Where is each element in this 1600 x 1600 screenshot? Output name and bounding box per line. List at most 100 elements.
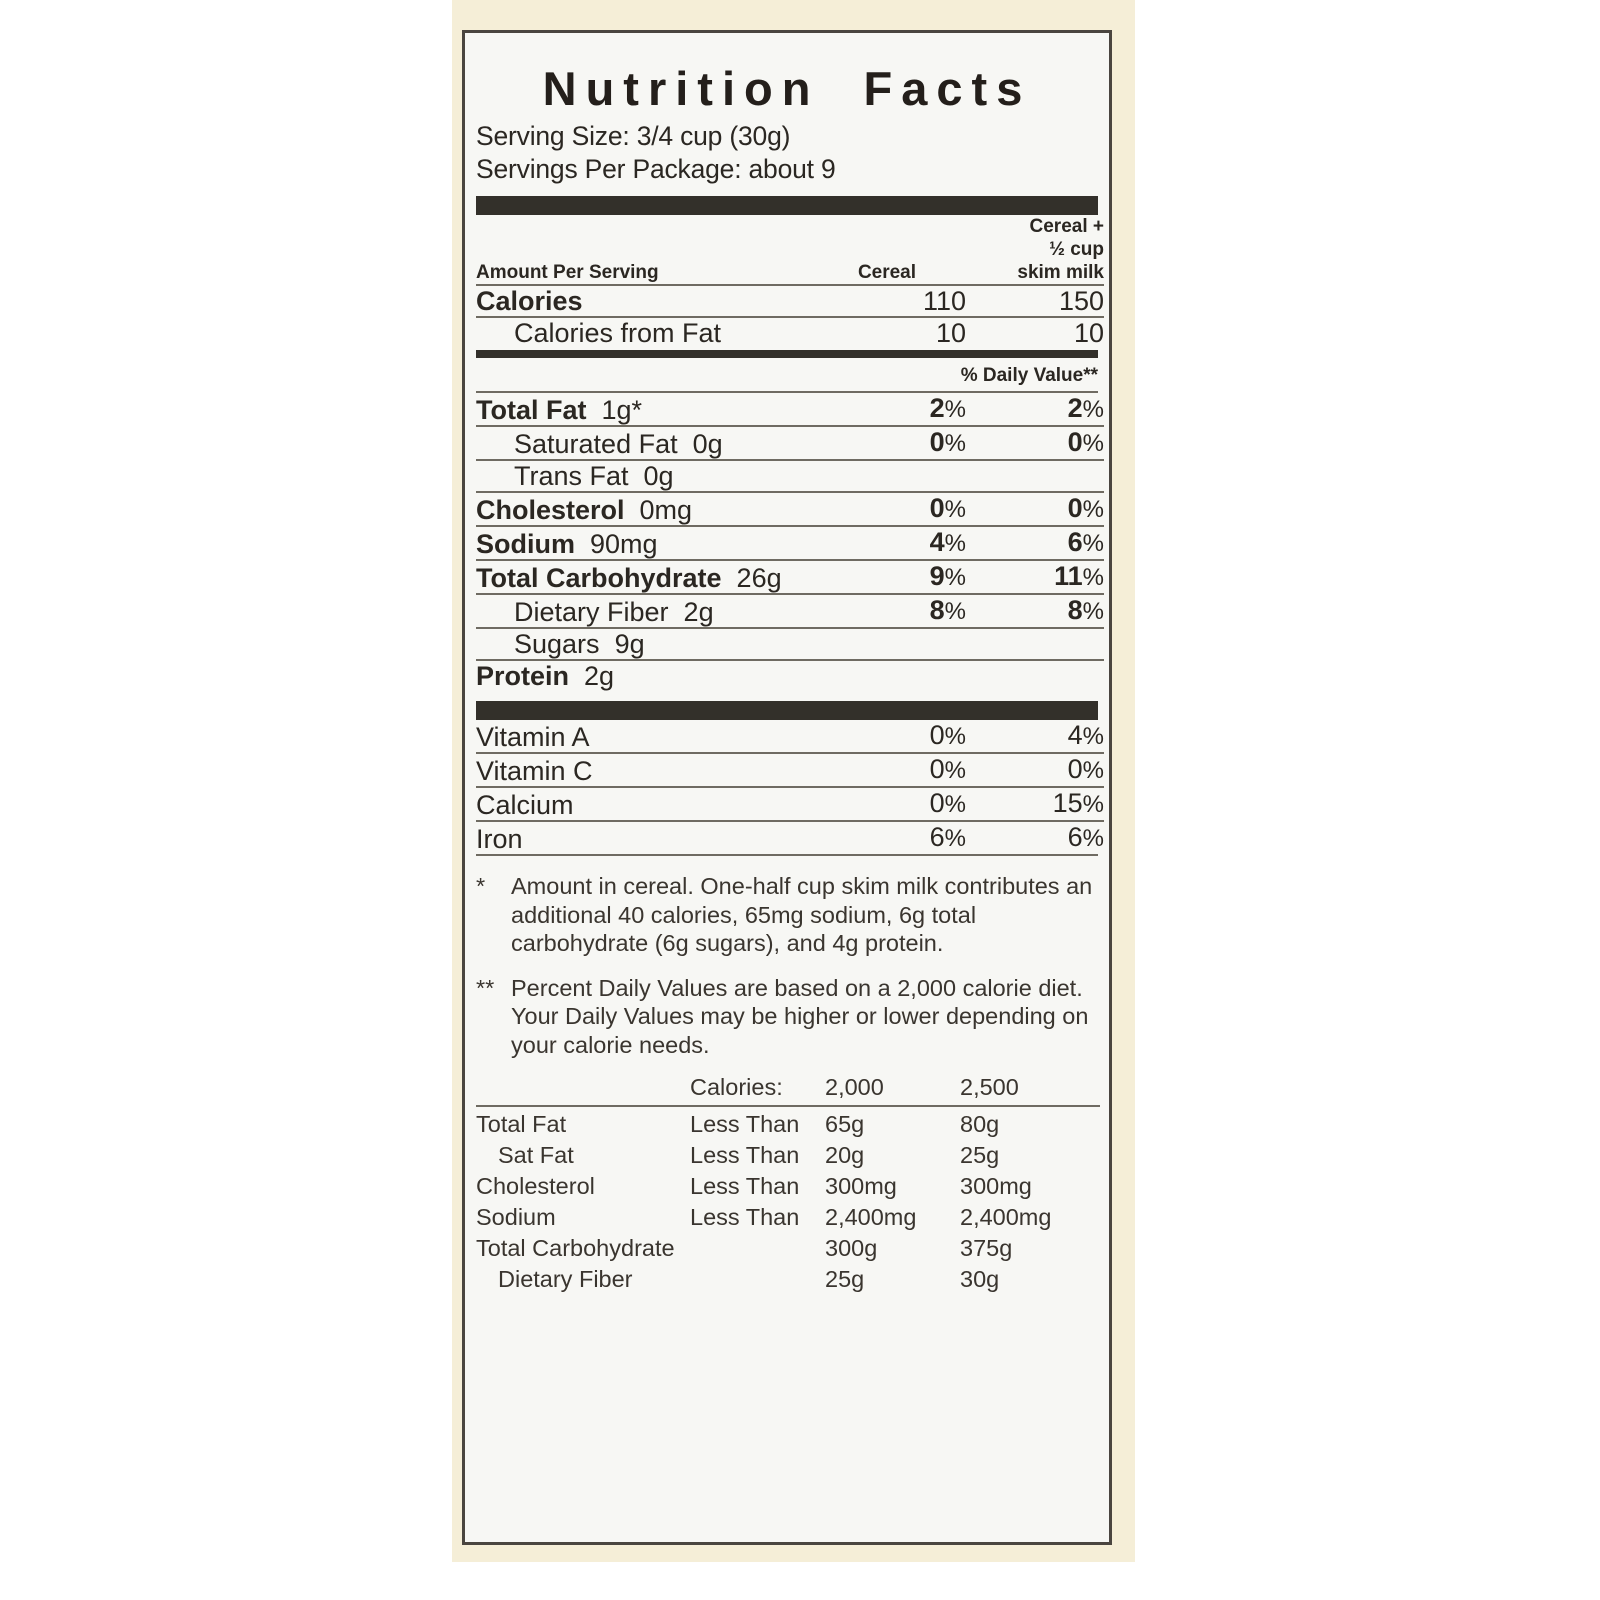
divider-under-daily-value (476, 391, 1098, 393)
vitamin-c-label: Vitamin C (476, 756, 593, 786)
table-row: Protein 2g (476, 661, 1104, 691)
total-fat-label: Total Fat 1g* (476, 395, 643, 425)
divider-hair (476, 425, 1104, 427)
calcium-milk-dv: 15% (1052, 788, 1104, 818)
dv-total-fat-label: Total Fat (476, 1111, 567, 1137)
dv-total-carbohydrate-2000: 300g (825, 1235, 878, 1261)
col2-line3: skim milk (1017, 262, 1104, 283)
divider-hair (476, 659, 1104, 661)
dv-2000-header: 2,000 (825, 1074, 884, 1100)
dietary-fiber-cereal-dv: 8% (929, 595, 966, 625)
dv-total-fat-2500: 80g (960, 1111, 1000, 1137)
trans-fat-amount: 0g (643, 461, 674, 491)
cereal-plus-milk-column-header: Cereal + ½ cup skim milk (966, 215, 1104, 284)
divider-hair (476, 459, 1104, 461)
calories-from-fat-cereal-value: 10 (935, 318, 966, 348)
table-row: Calcium 0% 15% (476, 788, 1104, 820)
dv-sat-fat-2500: 25g (960, 1142, 1000, 1168)
footnote-text: Amount in cereal. One-half cup skim milk… (511, 873, 1093, 956)
protein-milk-dv (966, 661, 1104, 691)
table-row: Saturated Fat 0g 0% 0% (476, 427, 1104, 459)
dv-cholesterol-qualifier: Less Than (690, 1173, 800, 1199)
dv-total-fat-qualifier: Less Than (690, 1111, 800, 1137)
table-row: Vitamin C 0% 0% (476, 754, 1104, 786)
cereal-column-header: Cereal (857, 262, 917, 283)
total-carbohydrate-amount: 26g (736, 563, 782, 593)
sodium-label: Sodium 90mg (476, 529, 658, 559)
table-row: Cholesterol 0mg 0% 0% (476, 493, 1104, 525)
dv-sodium-2500: 2,400mg (960, 1204, 1052, 1230)
sodium-cereal-dv: 4% (929, 527, 966, 557)
divider-hair (476, 559, 1104, 561)
calories-from-fat-milk-value: 10 (1073, 318, 1104, 348)
col2-line1: Cereal + (1029, 216, 1104, 237)
total-carbohydrate-label: Total Carbohydrate 26g (476, 563, 782, 593)
calcium-cereal-dv: 0% (929, 788, 966, 818)
table-row: Sugars 9g (476, 629, 1104, 659)
vitamin-c-cereal-dv: 0% (929, 754, 966, 784)
vitamin-a-label: Vitamin A (476, 722, 590, 752)
vitamin-a-cereal-dv: 0% (929, 720, 966, 750)
cholesterol-cereal-dv: 0% (929, 493, 966, 523)
dv-total-carbohydrate-label: Total Carbohydrate (476, 1235, 675, 1261)
table-row: Sodium 90mg 4% 6% (476, 527, 1104, 559)
total-fat-cereal-dv: 2% (929, 393, 966, 423)
dv-total-fat-2000: 65g (825, 1111, 865, 1137)
table-row: Dietary Fiber 2g 8% 8% (476, 595, 1104, 627)
cholesterol-milk-dv: 0% (1067, 493, 1104, 523)
table-row: Sat Fat Less Than 20g 25g (476, 1138, 1100, 1169)
dv-sat-fat-label: Sat Fat (498, 1142, 574, 1168)
servings-per-package-text: Servings Per Package: about 9 (476, 154, 836, 184)
divider-thick-vitamins (476, 701, 1098, 720)
divider-under-headers (476, 284, 1104, 286)
daily-value-header: % Daily Value** (960, 365, 1098, 386)
divider-medium-daily-value (476, 350, 1098, 358)
iron-label: Iron (476, 824, 523, 854)
dv-calories-label: Calories: (690, 1074, 783, 1100)
sugars-cereal-dv (816, 629, 966, 659)
saturated-fat-label: Saturated Fat 0g (514, 429, 723, 459)
column-header-row: Amount Per Serving Cereal Cereal + ½ cup… (476, 215, 1104, 284)
calories-cereal-value: 110 (922, 286, 966, 316)
table-row: Sodium Less Than 2,400mg 2,400mg (476, 1200, 1100, 1231)
table-row: Trans Fat 0g (476, 461, 1104, 491)
divider-hair (476, 786, 1104, 788)
footnote-marker: ** (476, 974, 495, 1001)
serving-size-text: Serving Size: 3/4 cup (30g) (476, 121, 791, 151)
total-carbohydrate-cereal-dv: 9% (929, 561, 966, 591)
table-row: Calories from Fat 10 10 (476, 318, 1104, 348)
dv-cholesterol-2000: 300mg (825, 1173, 897, 1199)
dv-sodium-qualifier: Less Than (690, 1204, 800, 1230)
dv-sodium-label: Sodium (476, 1204, 556, 1230)
sodium-amount: 90mg (590, 529, 658, 559)
footnote-double-asterisk: ** Percent Daily Values are based on a 2,… (476, 974, 1098, 1060)
protein-cereal-dv (816, 661, 966, 691)
divider-under-dv-header (476, 1105, 1100, 1107)
table-row: Total Carbohydrate 26g 9% 11% (476, 561, 1104, 593)
trans-fat-label: Trans Fat 0g (514, 461, 674, 491)
total-fat-milk-dv: 2% (1067, 393, 1104, 423)
sugars-label: Sugars 9g (514, 629, 645, 659)
protein-label: Protein 2g (476, 661, 615, 691)
calories-label: Calories (476, 286, 583, 316)
dv-dietary-fiber-2500: 30g (960, 1266, 1000, 1292)
calories-from-fat-label: Calories from Fat (514, 318, 722, 348)
cholesterol-amount: 0mg (639, 495, 693, 525)
cholesterol-label: Cholesterol 0mg (476, 495, 693, 525)
col2-line2: ½ cup (1049, 239, 1104, 260)
dv-cholesterol-2500: 300mg (960, 1173, 1032, 1199)
divider-above-footnotes (476, 854, 1098, 856)
dv-2500-header: 2,500 (960, 1074, 1019, 1100)
divider-hair (476, 593, 1104, 595)
dietary-fiber-amount: 2g (683, 597, 714, 627)
dv-sodium-2000: 2,400mg (825, 1204, 917, 1230)
footnotes-group: * Amount in cereal. One-half cup skim mil… (476, 872, 1098, 1059)
iron-cereal-dv: 6% (929, 822, 966, 852)
total-carbohydrate-milk-dv: 11% (1054, 561, 1104, 591)
table-row: Total Carbohydrate 300g 375g (476, 1231, 1100, 1262)
dv-dietary-fiber-label: Dietary Fiber (498, 1266, 633, 1292)
footnote-asterisk: * Amount in cereal. One-half cup skim mil… (476, 872, 1098, 958)
vitamin-a-milk-dv: 4% (1067, 720, 1104, 750)
trans-fat-cereal-dv (816, 461, 966, 491)
divider-thick-top (476, 196, 1098, 215)
